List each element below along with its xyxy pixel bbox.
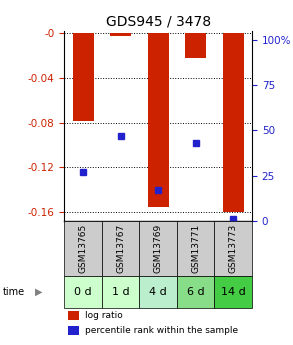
Bar xyxy=(214,276,252,308)
Bar xyxy=(139,276,177,308)
Bar xyxy=(102,221,139,276)
Bar xyxy=(73,33,93,121)
Text: 4 d: 4 d xyxy=(149,287,167,297)
Title: GDS945 / 3478: GDS945 / 3478 xyxy=(106,14,211,29)
Text: GSM13767: GSM13767 xyxy=(116,224,125,273)
Text: 0 d: 0 d xyxy=(74,287,92,297)
Text: GSM13773: GSM13773 xyxy=(229,224,238,273)
Bar xyxy=(68,311,79,320)
Bar xyxy=(185,33,206,58)
Bar xyxy=(139,221,177,276)
Text: GSM13771: GSM13771 xyxy=(191,224,200,273)
Text: 14 d: 14 d xyxy=(221,287,246,297)
Text: GSM13765: GSM13765 xyxy=(79,224,88,273)
Bar xyxy=(64,276,102,308)
Text: 1 d: 1 d xyxy=(112,287,130,297)
Bar xyxy=(102,276,139,308)
Bar xyxy=(177,276,214,308)
Text: time: time xyxy=(3,287,25,297)
Bar xyxy=(214,221,252,276)
Bar xyxy=(148,33,168,207)
Text: ▶: ▶ xyxy=(35,287,43,297)
Bar xyxy=(177,221,214,276)
Text: 6 d: 6 d xyxy=(187,287,205,297)
Bar xyxy=(68,326,79,335)
Text: GSM13769: GSM13769 xyxy=(154,224,163,273)
Text: percentile rank within the sample: percentile rank within the sample xyxy=(85,326,238,335)
Bar xyxy=(223,33,243,212)
Text: log ratio: log ratio xyxy=(85,311,123,320)
Bar xyxy=(110,33,131,36)
Bar xyxy=(64,221,102,276)
